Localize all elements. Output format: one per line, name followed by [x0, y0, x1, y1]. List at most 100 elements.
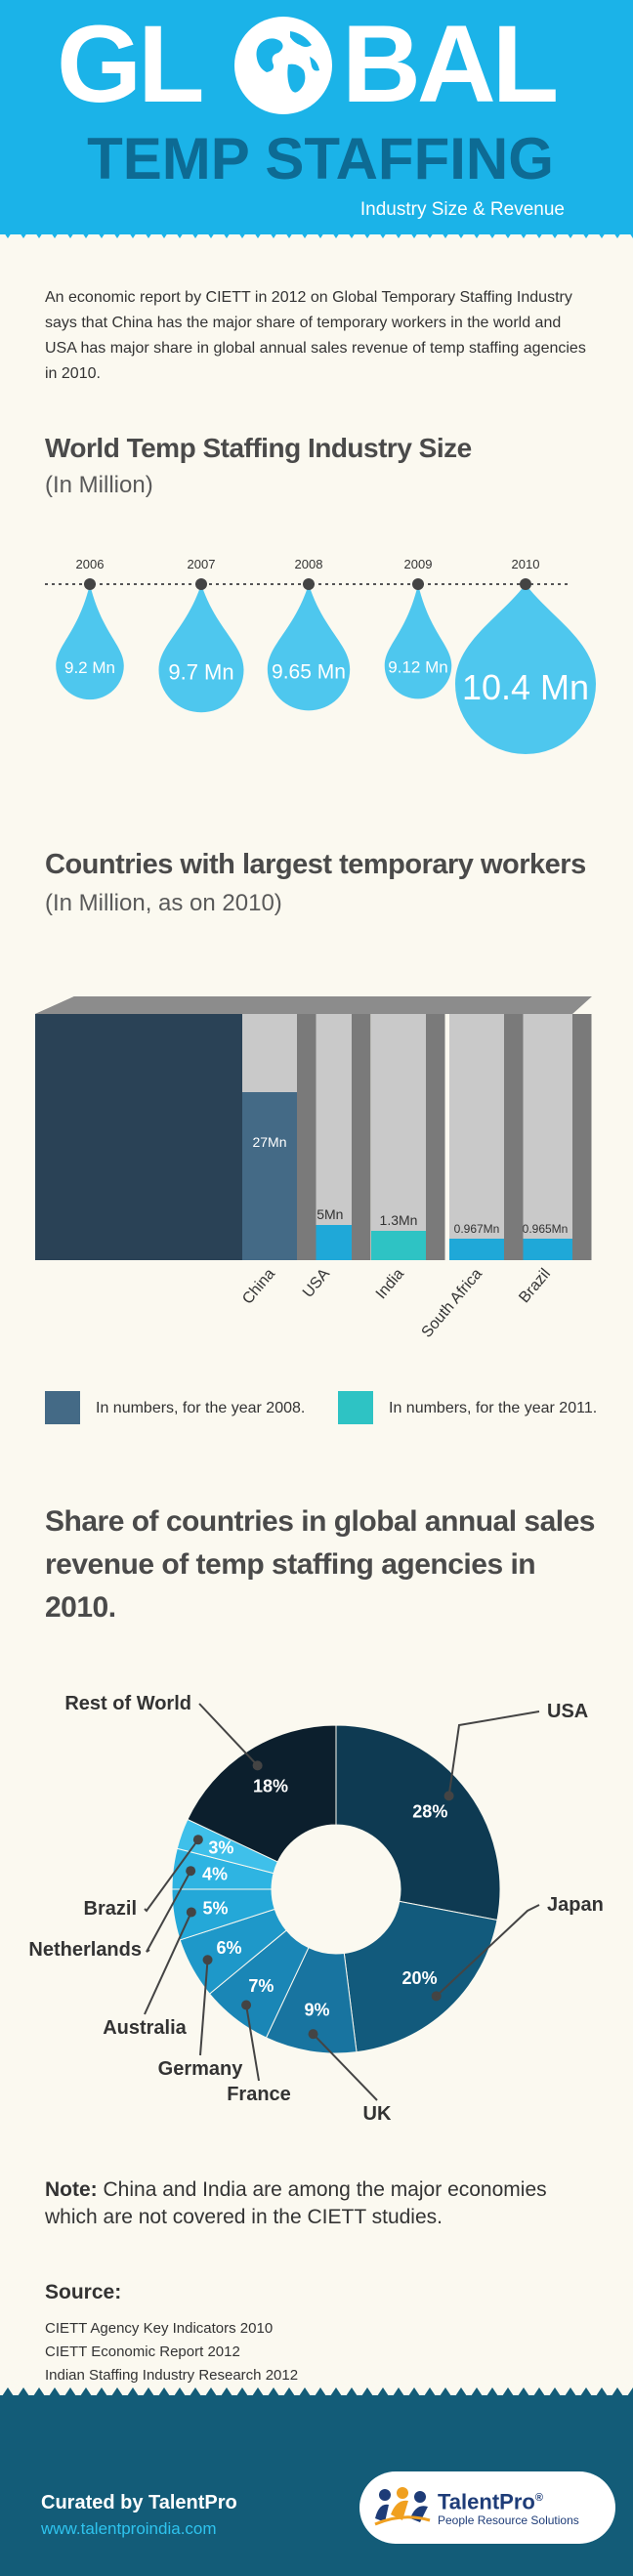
drop-value-label: 10.4 Mn: [462, 667, 589, 707]
slice-category-label: Japan: [547, 1894, 604, 1916]
slab-side: [351, 1014, 371, 1260]
temp-workers-chart: 0.965Mn Brazil 0.967Mn South Africa 1.3Mn Ind…: [35, 996, 592, 1341]
slice-category-label: France: [227, 2084, 291, 2105]
leader-line: [312, 2033, 378, 2101]
drop-2009: [384, 584, 452, 699]
source-item: Indian Staffing Industry Research 2012: [45, 2367, 299, 2384]
slice-value-label: 3%: [208, 1838, 233, 1858]
header-zigzag-edge: [0, 227, 633, 238]
slice-category-label: USA: [547, 1701, 588, 1722]
slice-category-label: Netherlands: [28, 1939, 142, 1961]
drop-value-label: 9.2 Mn: [64, 658, 115, 677]
timeline-dot: [84, 578, 96, 590]
year-label: 2009: [404, 557, 433, 571]
drop-2006: [56, 584, 124, 700]
leader-dot: [241, 2000, 252, 2010]
timeline-dot: [303, 578, 315, 590]
bar-China-block: [35, 1014, 242, 1260]
logo-tagline: People Resource Solutions: [438, 2513, 579, 2527]
section2-title: Countries with largest temporary workers: [45, 849, 586, 880]
drop-2007: [158, 584, 244, 713]
note-text-line1: China and India are among the major econ…: [103, 2178, 547, 2201]
slice-value-label: 6%: [216, 1938, 241, 1958]
slab-side: [571, 1014, 592, 1260]
section1-title: World Temp Staffing Industry Size: [45, 433, 472, 463]
industry-size-chart: 2006 9.2 Mn 2007 9.7 Mn 2008 9.65 Mn 2009 9.12 …: [45, 557, 596, 754]
slice-category-label: Brazil: [84, 1898, 137, 1920]
category-label: South Africa: [419, 1266, 486, 1341]
leader-line: [144, 1912, 192, 2015]
drop-value-label: 9.12 Mn: [388, 658, 447, 677]
slab-side: [503, 1014, 524, 1260]
leader-line: [245, 2005, 260, 2082]
logo-name: TalentPro: [438, 2489, 535, 2514]
talentpro-logo-badge[interactable]: TalentPro® People Resource Solutions: [359, 2471, 615, 2544]
drop-value-label: 9.65 Mn: [272, 660, 346, 683]
note-block: Note: China and India are among the majo…: [45, 2176, 612, 2231]
legend-2008-label: In numbers, for the year 2008.: [96, 1400, 306, 1416]
source-item: CIETT Economic Report 2012: [45, 2344, 240, 2360]
leader-line: [447, 1710, 540, 1796]
footer-url[interactable]: www.talentproindia.com: [41, 2519, 217, 2538]
bar-value-label: 27Mn: [252, 1134, 286, 1150]
slice-value-label: 18%: [253, 1776, 288, 1795]
section1-subtitle: (In Million): [45, 472, 153, 498]
slab-top: [35, 996, 281, 1014]
title-global-left: GL: [57, 3, 205, 125]
slab-side: [425, 1014, 445, 1260]
drop-value-label: 9.7 Mn: [168, 659, 233, 684]
bar-value-label: 1.3Mn: [380, 1212, 418, 1228]
source-item: CIETT Agency Key Indicators 2010: [45, 2320, 274, 2337]
slice-value-label: 28%: [412, 1801, 447, 1821]
slice-rest-of-world: [187, 1724, 337, 1863]
globe-icon: [234, 17, 332, 114]
slice-usa: [335, 1724, 501, 1921]
leader-line: [144, 1838, 199, 1913]
bar-India: [371, 1231, 426, 1260]
section3-title-line3: 2010.: [45, 1591, 116, 1624]
bar-China: [242, 1092, 297, 1260]
footer-curated: Curated by TalentPro: [41, 2492, 237, 2513]
section3-title-line1: Share of countries in global annual sale…: [45, 1505, 595, 1538]
category-label: USA: [300, 1265, 333, 1300]
leader-dot: [186, 1866, 196, 1877]
intro-paragraph: An economic report by CIETT in 2012 on G…: [45, 289, 586, 382]
leader-line: [198, 1703, 259, 1767]
slab-side: [296, 1014, 316, 1260]
source-label: Source:: [45, 2281, 122, 2303]
category-label: Brazil: [516, 1266, 554, 1307]
drop-2010: [455, 584, 596, 754]
source-list: CIETT Agency Key Indicators 2010 CIETT E…: [45, 2317, 298, 2387]
legend-2011-swatch: [338, 1391, 373, 1424]
timeline-dot: [520, 578, 531, 590]
slice-value-label: 9%: [304, 2000, 329, 2019]
slice-value-label: 5%: [203, 1899, 229, 1919]
slab-front: [518, 1014, 572, 1260]
slice-value-label: 7%: [248, 1976, 274, 1996]
people-icon: [374, 2487, 431, 2526]
slab-front: [449, 1014, 504, 1260]
leader-line: [146, 1870, 192, 1953]
leader-line: [199, 1960, 209, 2056]
legend-2011-label: In numbers, for the year 2011.: [389, 1400, 598, 1416]
legend-2008-swatch: [45, 1391, 80, 1424]
slice-value-label: 4%: [202, 1864, 228, 1883]
drop-2008: [267, 584, 351, 711]
section2-subtitle: (In Million, as on 2010): [45, 890, 282, 916]
slice-japan: [343, 1900, 498, 2053]
logo-registered-mark: ®: [534, 2492, 543, 2504]
slice-category-label: Australia: [103, 2017, 187, 2039]
slice-value-label: 20%: [402, 1968, 438, 1988]
year-label: 2006: [76, 557, 105, 571]
section3-title-line2: revenue of temp staffing agencies in: [45, 1548, 536, 1581]
note-text-line2: which are not covered in the CIETT studi…: [45, 2206, 443, 2228]
year-label: 2007: [188, 557, 216, 571]
bar-value-label: 0.965Mn: [523, 1222, 569, 1236]
slab-front: [371, 1014, 426, 1260]
category-label: India: [373, 1266, 407, 1303]
section3-title: Share of countries in global annual sale…: [45, 1500, 595, 1629]
title-global-right: BAL: [342, 3, 559, 125]
title-temp-staffing: TEMP STAFFING: [87, 126, 554, 191]
bar-South Africa: [449, 1239, 504, 1260]
year-label: 2008: [295, 557, 323, 571]
